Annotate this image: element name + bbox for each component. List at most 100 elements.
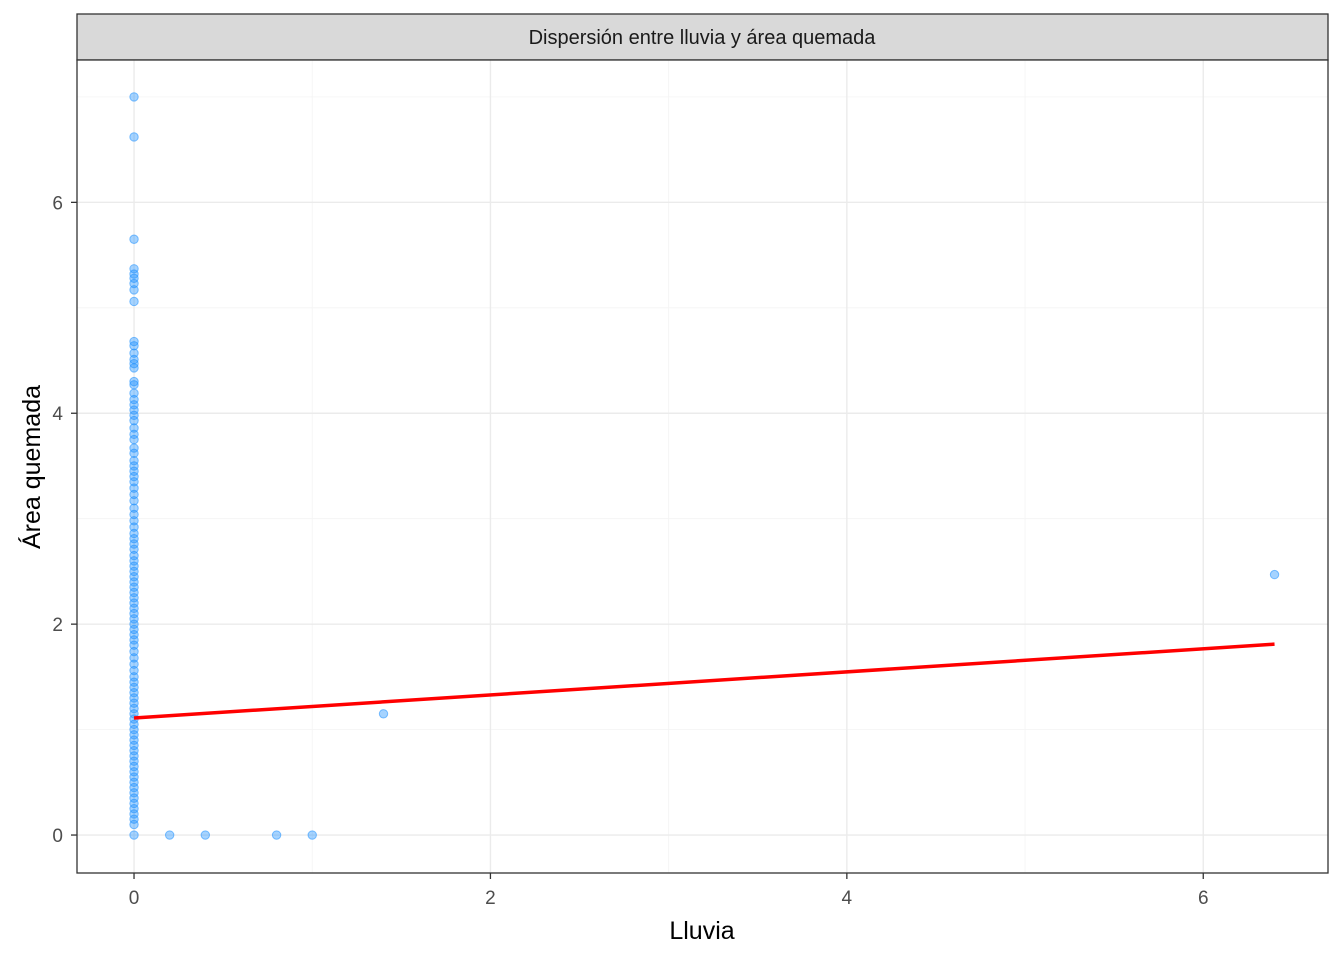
- data-point: [129, 730, 139, 740]
- data-point: [129, 539, 139, 549]
- data-point: [129, 296, 139, 307]
- data-point: [129, 653, 139, 663]
- data-point: [129, 619, 139, 629]
- x-axis-ticks: 0 2 4 6: [129, 873, 1209, 909]
- data-point: [129, 415, 139, 426]
- data-point: [129, 483, 139, 493]
- data-point: [129, 577, 139, 587]
- data-point: [129, 466, 139, 476]
- data-point: [129, 703, 139, 714]
- data-point: [129, 132, 139, 142]
- data-point: [129, 803, 139, 814]
- data-point: [129, 719, 139, 730]
- y-tick-label: 4: [52, 404, 63, 425]
- data-point: [129, 608, 139, 619]
- data-point: [129, 496, 139, 506]
- data-point: [129, 522, 139, 532]
- data-point: [129, 434, 139, 445]
- data-point: [129, 582, 139, 592]
- data-point: [129, 603, 139, 614]
- major-gridlines: [77, 60, 1328, 873]
- panel-border: [76, 59, 1329, 874]
- data-point: [129, 659, 139, 669]
- data-point: [129, 341, 139, 351]
- data-point: [129, 635, 139, 645]
- data-point: [129, 830, 139, 840]
- data-point: [129, 672, 139, 682]
- x-tick-label: 4: [842, 888, 853, 909]
- data-point: [129, 593, 139, 603]
- data-point: [129, 376, 139, 387]
- facet-strip: [76, 13, 1329, 61]
- chart-title: Dispersión entre lluvia y área quemada: [529, 27, 877, 49]
- data-point: [129, 777, 139, 788]
- data-point: [129, 788, 139, 798]
- y-axis-ticks: 0 2 4 6: [52, 193, 77, 847]
- data-point: [129, 682, 139, 693]
- data-point: [129, 489, 139, 500]
- data-point: [129, 380, 139, 390]
- data-point: [129, 423, 139, 433]
- data-point: [129, 477, 139, 487]
- data-point: [271, 830, 282, 840]
- data-point: [129, 388, 139, 398]
- data-point: [129, 363, 139, 373]
- data-point: [129, 687, 139, 698]
- data-point: [129, 767, 139, 777]
- data-point: [129, 561, 139, 571]
- regression-line: [133, 642, 1275, 720]
- y-axis-title: Área quemada: [17, 385, 46, 549]
- data-point: [129, 394, 139, 405]
- data-point: [129, 400, 139, 410]
- data-point: [129, 571, 139, 582]
- data-point: [129, 614, 139, 624]
- data-point: [129, 443, 139, 453]
- data-point: [129, 629, 139, 640]
- data-point: [129, 264, 139, 274]
- data-point: [129, 598, 139, 608]
- x-tick-label: 2: [485, 888, 496, 909]
- data-point: [129, 809, 139, 819]
- data-point: [129, 410, 139, 421]
- data-point: [378, 709, 389, 719]
- data-point: [129, 234, 139, 244]
- x-tick-label: 0: [129, 888, 140, 909]
- data-point: [129, 429, 139, 440]
- plot-panel: [77, 60, 1328, 873]
- data-point: [129, 735, 139, 745]
- data-point: [129, 756, 139, 766]
- data-point: [129, 503, 139, 513]
- data-point: [129, 793, 139, 803]
- data-point: [200, 830, 211, 840]
- data-point: [129, 751, 139, 761]
- data-point: [129, 471, 139, 482]
- y-tick-label: 2: [52, 615, 63, 636]
- data-point: [129, 693, 139, 703]
- data-point: [129, 509, 139, 520]
- data-point: [129, 544, 139, 554]
- data-point: [129, 646, 139, 657]
- data-point: [129, 677, 139, 687]
- data-point: [129, 782, 139, 793]
- data-point: [129, 587, 139, 598]
- data-point: [129, 624, 139, 635]
- data-point: [129, 556, 139, 566]
- data-point: [129, 745, 139, 756]
- data-point: [129, 814, 139, 824]
- data-point: [129, 798, 139, 809]
- data-point: [129, 740, 139, 751]
- data-point: [129, 550, 139, 561]
- data-point: [307, 830, 317, 840]
- data-point: [129, 92, 139, 102]
- data-point: [129, 724, 139, 735]
- data-points: [129, 92, 1280, 840]
- y-tick-label: 6: [52, 193, 63, 214]
- y-tick-label: 0: [52, 826, 63, 847]
- data-point: [129, 448, 139, 459]
- data-point: [129, 528, 139, 539]
- data-point: [129, 273, 139, 283]
- data-point: [129, 665, 139, 676]
- data-point: [129, 761, 139, 772]
- data-point: [129, 461, 139, 471]
